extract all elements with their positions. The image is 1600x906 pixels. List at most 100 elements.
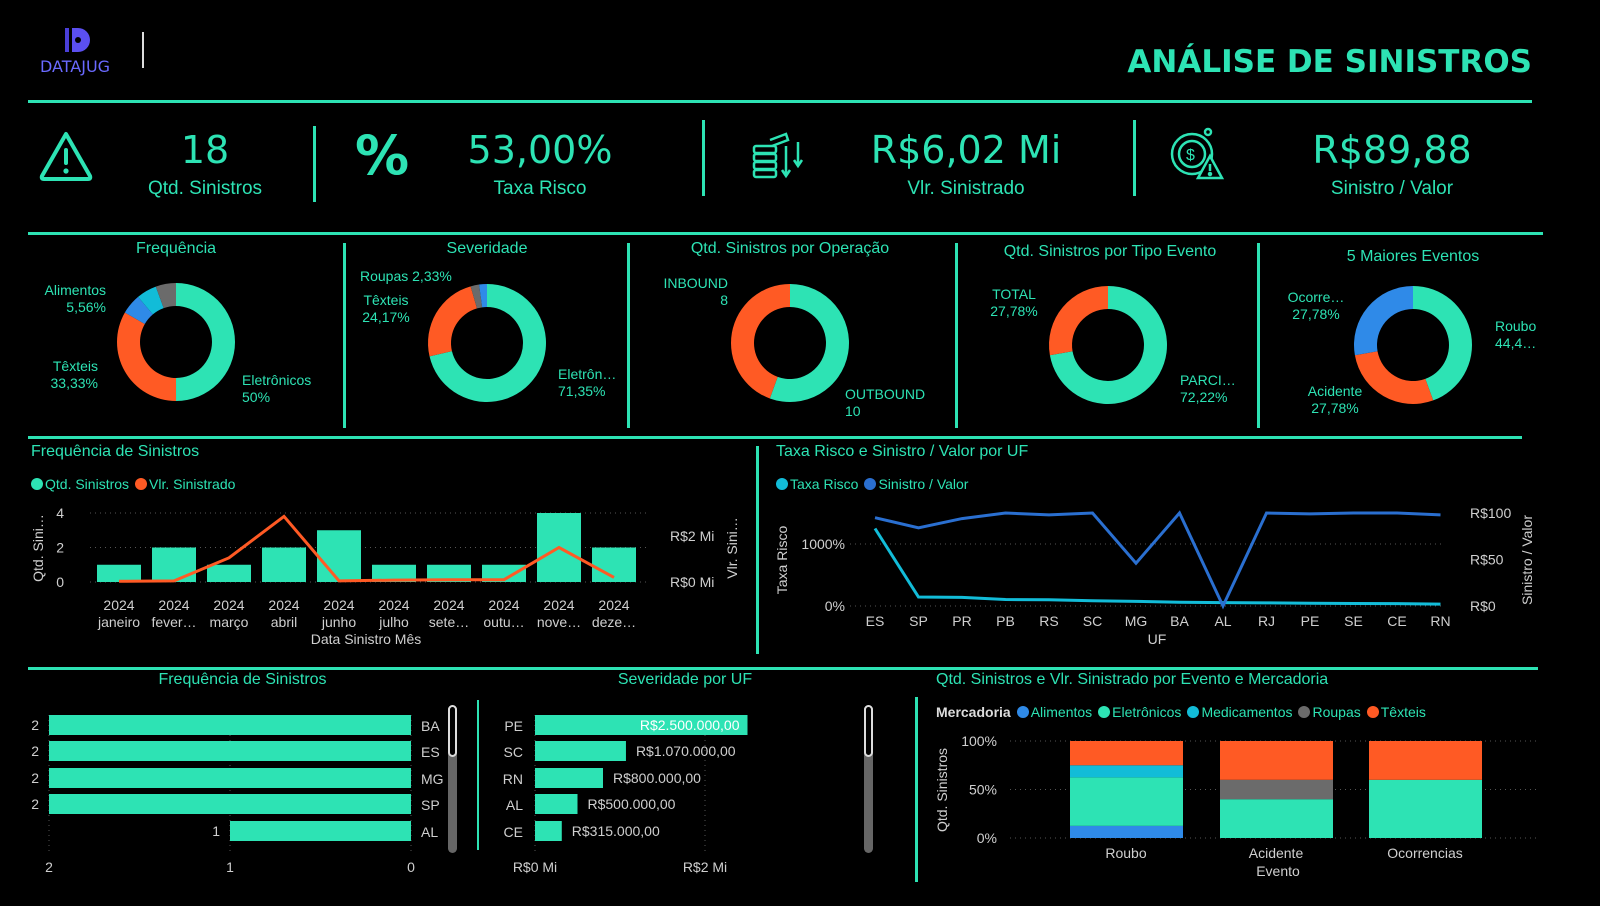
kpi-sinistro-valor-value: R$89,88	[1312, 128, 1472, 172]
data-label: R$315.000,00	[572, 823, 660, 839]
chart-legend: Mercadoria Alimentos Eletrônicos Medicam…	[936, 704, 1426, 720]
y-tick-label: SC	[504, 744, 523, 760]
y2-axis-label: Sinistro / Valor	[1519, 515, 1535, 605]
y2-tick-label: R$0	[1470, 598, 1496, 614]
divider	[756, 446, 759, 654]
stacked-bar-segment	[1070, 765, 1183, 778]
legend-item[interactable]: Roupas	[1298, 704, 1361, 720]
y-axis-label: Taxa Risco	[774, 526, 790, 595]
legend-item[interactable]: Medicamentos	[1187, 704, 1292, 720]
legend-item[interactable]: Têxteis	[1366, 704, 1426, 720]
y2-axis-label: Vlr. Sini…	[724, 517, 740, 578]
stacked-bar-segment	[1070, 825, 1183, 838]
donut-label: Eletrônicos 50%	[242, 372, 312, 405]
stacked-bar-segment	[1220, 779, 1333, 800]
y-tick-label: ES	[421, 744, 440, 760]
x-tick-label: Ocorrencias	[1387, 845, 1462, 861]
divider	[28, 232, 1543, 235]
legend-item[interactable]: Taxa Risco	[776, 476, 858, 492]
donut-slice	[731, 284, 790, 399]
donut-label: Roupas 2,33%	[360, 268, 452, 284]
bar	[535, 715, 748, 735]
data-label: R$2.500.000,00	[640, 717, 740, 733]
bar	[49, 794, 411, 814]
x-tick-label: CE	[1387, 613, 1406, 629]
bar	[427, 564, 471, 582]
chart-legend: Qtd. Sinistros Vlr. Sinistrado	[31, 476, 235, 492]
x-tick-label: 2024	[103, 597, 134, 613]
x-tick-label: 0	[407, 859, 415, 875]
y2-tick-label: R$0 Mi	[670, 574, 714, 590]
x-tick-label: 2024	[598, 597, 629, 613]
x-tick-label: 2024	[543, 597, 574, 613]
bar	[372, 564, 416, 582]
donut-title-tipo-evento: Qtd. Sinistros por Tipo Evento	[1003, 243, 1217, 260]
donut-charts	[116, 283, 1472, 404]
y-axis-label: Qtd. Sinistros	[934, 748, 950, 832]
divider	[28, 667, 1538, 670]
bar	[535, 741, 626, 761]
y2-tick-label: R$2 Mi	[670, 528, 714, 544]
x-tick-label: RS	[1039, 613, 1058, 629]
y2-tick-label: R$100	[1470, 505, 1511, 521]
x-tick-label: R$2 Mi	[683, 859, 727, 875]
y2-tick-label: R$50	[1470, 552, 1504, 568]
x-tick-label: março	[210, 614, 249, 630]
divider	[915, 697, 918, 882]
divider	[702, 120, 705, 196]
bar	[207, 564, 251, 582]
x-tick-label: RJ	[1258, 613, 1275, 629]
line-sinistro-valor	[874, 510, 1441, 610]
scrollbar[interactable]	[864, 705, 873, 853]
money-alert-icon: $	[1170, 127, 1225, 180]
donut-slice	[176, 283, 236, 401]
x-axis-label: UF	[1148, 631, 1167, 647]
chart-title: Taxa Risco e Sinistro / Valor por UF	[776, 443, 1029, 460]
donut-slice	[769, 284, 849, 402]
donut-label: PARCI… 72,22%	[1180, 372, 1236, 405]
x-tick-label: ES	[866, 613, 885, 629]
y-tick-label: BA	[421, 718, 440, 734]
bar	[262, 547, 306, 582]
bar	[482, 564, 526, 582]
x-tick-label: 2024	[323, 597, 354, 613]
x-tick-label: janeiro	[97, 614, 140, 630]
donut-label: Ocorre… 27,78%	[1287, 289, 1345, 322]
legend-item[interactable]: Sinistro / Valor	[864, 476, 968, 492]
y-tick-label: 0%	[825, 598, 845, 614]
y-tick-label: 4	[56, 505, 64, 521]
divider	[627, 243, 630, 428]
legend-item[interactable]: Vlr. Sinistrado	[135, 476, 235, 492]
divider	[313, 126, 316, 202]
x-tick-label: nove…	[537, 614, 581, 630]
x-tick-label: SP	[909, 613, 928, 629]
kpi-qtd-sinistros-label: Qtd. Sinistros	[147, 178, 263, 199]
percent-icon: %	[355, 124, 410, 187]
bar	[97, 564, 141, 582]
legend-item[interactable]: Eletrônicos	[1098, 704, 1181, 720]
y-tick-label: 0	[56, 574, 64, 590]
x-tick-label: deze…	[592, 614, 636, 630]
y-tick-label: PE	[504, 718, 523, 734]
x-tick-label: 2024	[433, 597, 464, 613]
legend-item[interactable]: Alimentos	[1016, 704, 1092, 720]
scrollbar[interactable]	[448, 705, 457, 853]
legend-item[interactable]: Qtd. Sinistros	[31, 476, 129, 492]
y-tick-label: RN	[503, 771, 523, 787]
svg-text:$: $	[1186, 147, 1195, 164]
x-tick-label: fever…	[151, 614, 196, 630]
coins-down-icon	[752, 132, 804, 179]
bar	[535, 794, 578, 814]
x-tick-label: 2024	[488, 597, 519, 613]
bar	[230, 821, 411, 841]
x-tick-label: 2024	[378, 597, 409, 613]
y-tick-label: CE	[504, 824, 523, 840]
line-taxa-risco	[873, 527, 1441, 606]
x-tick-label: outu…	[483, 614, 524, 630]
kpi-vlr-sinistrado-label: Vlr. Sinistrado	[907, 178, 1025, 199]
x-tick-label: PE	[1301, 613, 1320, 629]
y-tick-label: 50%	[969, 782, 997, 798]
donut-slice	[1354, 351, 1434, 404]
